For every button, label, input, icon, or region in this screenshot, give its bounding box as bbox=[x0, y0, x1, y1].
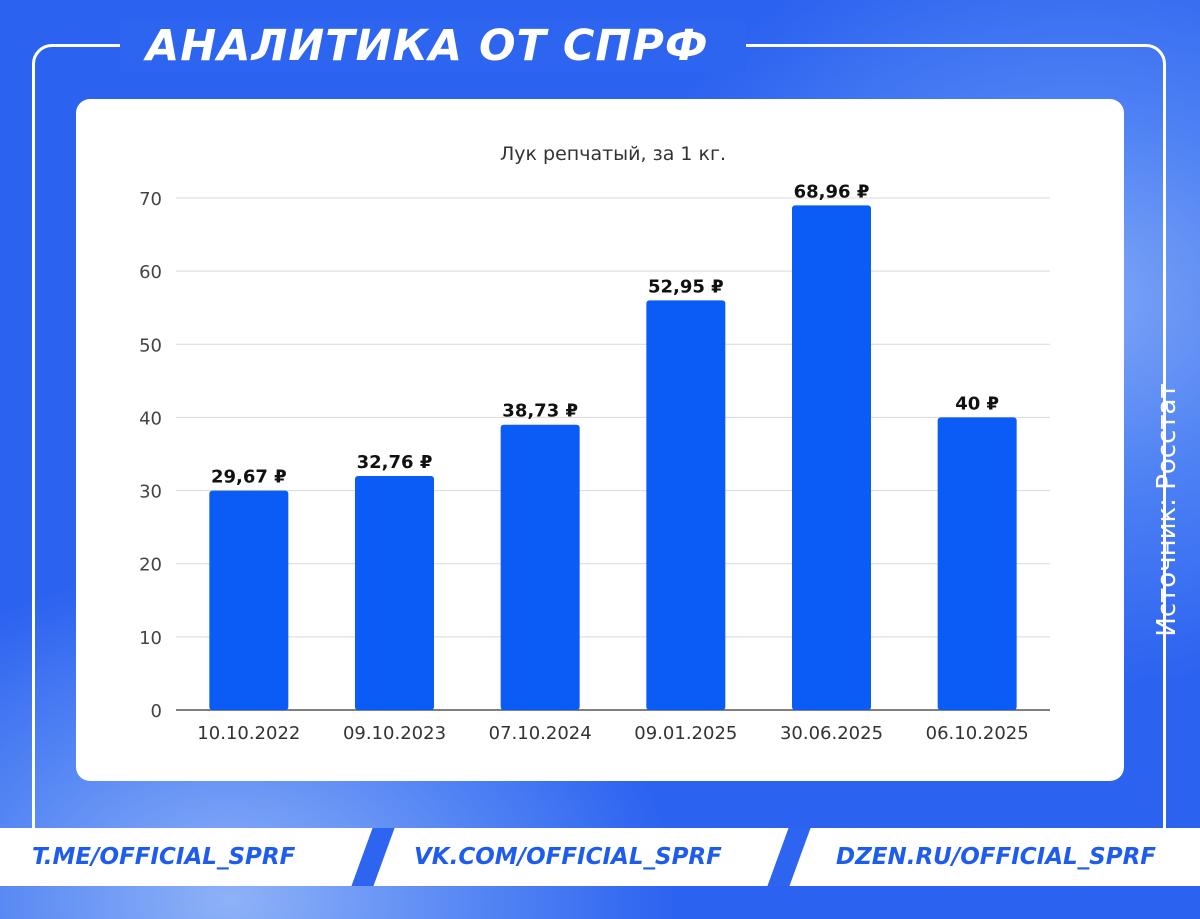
data-label: 38,73 ₽ bbox=[502, 401, 578, 422]
x-tick-label: 10.10.2022 bbox=[197, 723, 300, 744]
y-tick-label: 40 bbox=[139, 408, 162, 429]
x-tick-label: 06.10.2025 bbox=[926, 723, 1029, 744]
x-tick-label: 09.01.2025 bbox=[634, 723, 737, 744]
footer-bar: T.ME/OFFICIAL_SPRF VK.COM/OFFICIAL_SPRF … bbox=[0, 828, 1200, 886]
data-label: 68,96 ₽ bbox=[794, 181, 870, 202]
y-tick-label: 60 bbox=[139, 262, 162, 283]
dzen-link[interactable]: DZEN.RU/OFFICIAL_SPRF bbox=[836, 844, 1157, 870]
footer-divider bbox=[351, 828, 395, 886]
source-text: Источник: Росстат bbox=[1152, 383, 1182, 637]
x-tick-label: 07.10.2024 bbox=[489, 723, 592, 744]
y-tick-label: 10 bbox=[139, 628, 162, 649]
y-tick-label: 20 bbox=[139, 555, 162, 576]
y-tick-label: 70 bbox=[139, 189, 162, 210]
data-label: 52,95 ₽ bbox=[648, 276, 724, 297]
chart-title: Лук репчатый, за 1 кг. bbox=[500, 143, 726, 165]
x-tick-label: 30.06.2025 bbox=[780, 723, 883, 744]
footer-divider bbox=[767, 828, 811, 886]
data-label: 40 ₽ bbox=[955, 393, 999, 414]
data-label: 29,67 ₽ bbox=[211, 467, 287, 488]
title-backdrop bbox=[120, 20, 746, 72]
bar bbox=[937, 417, 1017, 710]
vk-link[interactable]: VK.COM/OFFICIAL_SPRF bbox=[414, 844, 722, 870]
bar bbox=[500, 424, 580, 710]
y-tick-label: 50 bbox=[139, 335, 162, 356]
bar bbox=[646, 300, 726, 710]
page-title: АНАЛИТИКА ОТ СПРФ bbox=[146, 21, 709, 71]
x-tick-label: 09.10.2023 bbox=[343, 723, 446, 744]
bar bbox=[209, 490, 289, 710]
y-tick-label: 30 bbox=[139, 482, 162, 503]
bar bbox=[792, 205, 871, 711]
bar-chart: Лук репчатый, за 1 кг. 0 10 20 30 40 50 60 70 29,… bbox=[139, 143, 1050, 744]
data-label: 32,76 ₽ bbox=[357, 452, 433, 473]
telegram-link[interactable]: T.ME/OFFICIAL_SPRF bbox=[32, 844, 296, 870]
chart-card: Лук репчатый, за 1 кг. 0 10 20 30 40 50 60 70 29,… bbox=[76, 99, 1124, 781]
y-tick-label: 0 bbox=[151, 701, 162, 722]
bar bbox=[355, 475, 434, 710]
